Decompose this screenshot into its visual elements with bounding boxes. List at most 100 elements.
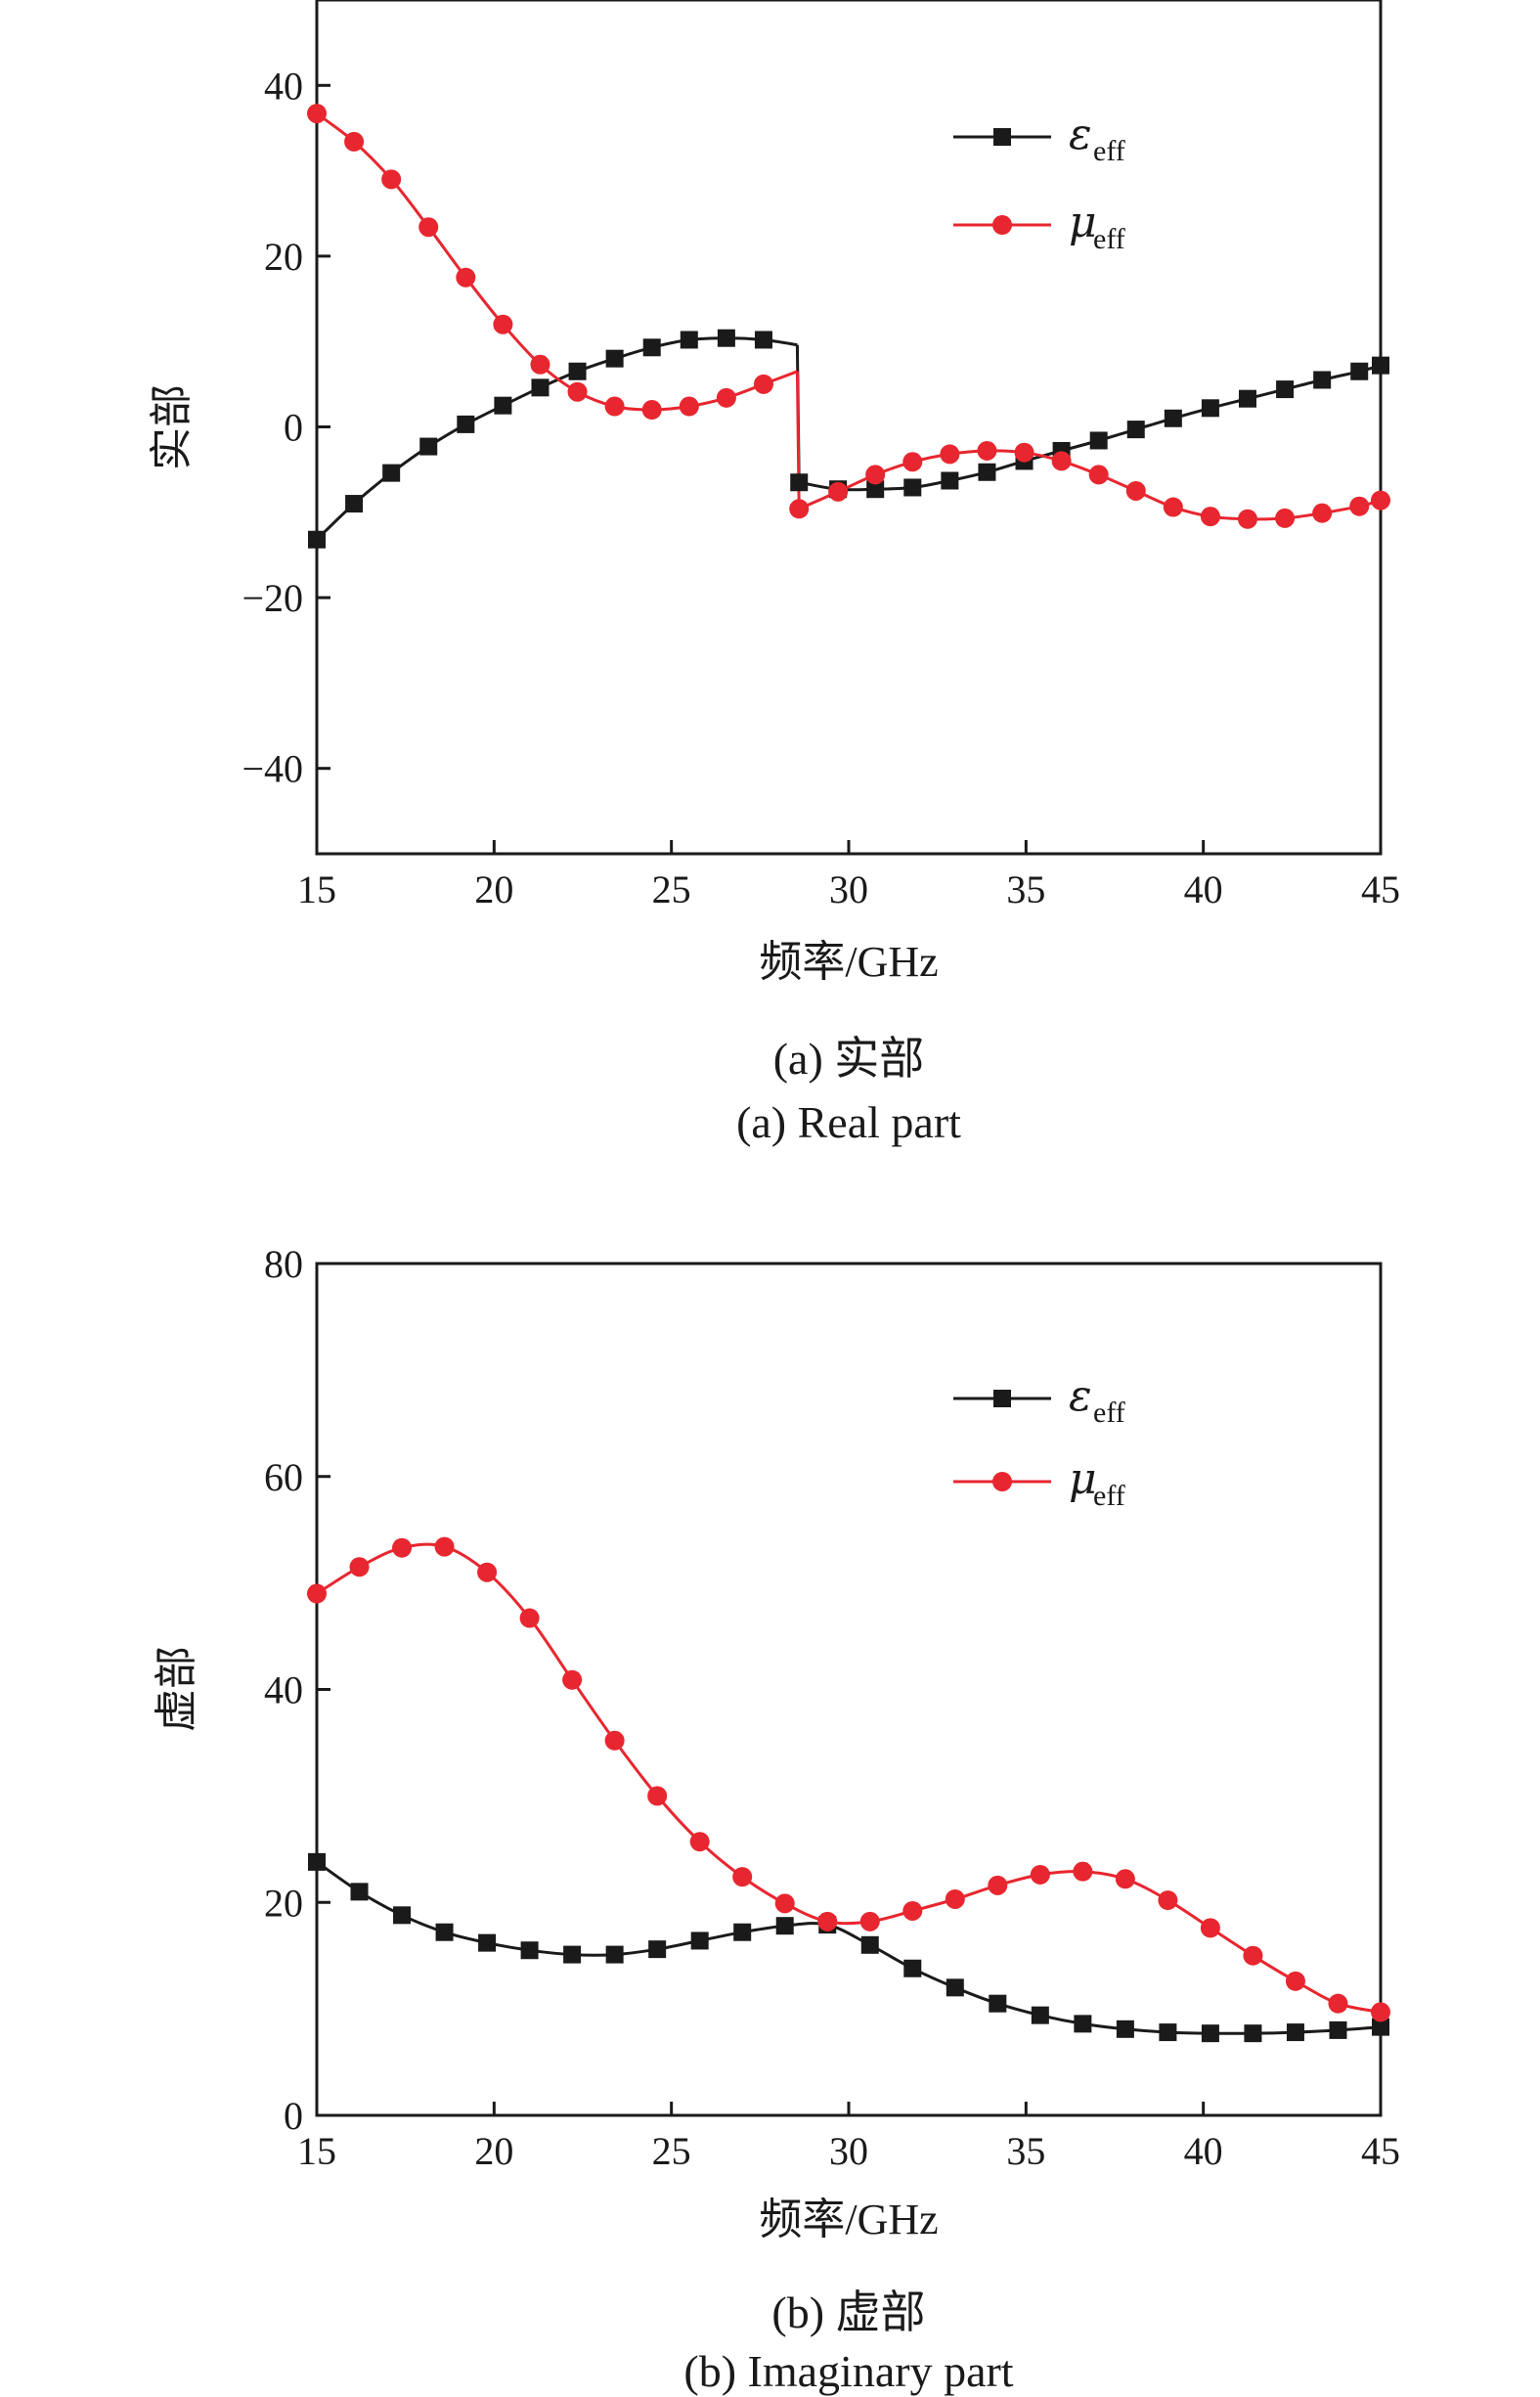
legend-marker: [993, 1390, 1011, 1407]
series-line-mu: [316, 111, 798, 412]
y-tick-label: 0: [284, 2094, 303, 2138]
data-point-epsilon: [717, 329, 735, 347]
data-point-epsilon: [1313, 371, 1332, 389]
x-tick-label: 20: [474, 2129, 513, 2173]
plot-frame: [315, 1262, 1383, 2117]
x-tick-label: 25: [652, 2129, 691, 2173]
data-point-epsilon: [1031, 2006, 1049, 2024]
data-point-epsilon: [1116, 2020, 1134, 2038]
y-tick-label: 0: [284, 406, 303, 450]
legend-subscript: eff: [1093, 223, 1125, 255]
data-point-mu: [1163, 497, 1183, 517]
data-point-epsilon: [866, 480, 885, 499]
data-point-mu: [381, 169, 402, 190]
series-line-epsilon: [315, 336, 798, 541]
data-point-epsilon: [1164, 409, 1182, 427]
data-point-mu: [1115, 1869, 1135, 1889]
data-point-epsilon: [680, 331, 698, 349]
data-point-mu: [789, 499, 810, 519]
data-point-mu: [1051, 451, 1072, 471]
legend-label: ε: [1069, 1371, 1092, 1421]
axis-ticks: 15 20 25 30 35 40 45 −40 −20 0 20 40: [242, 64, 1400, 911]
data-point-epsilon: [350, 1883, 369, 1901]
data-point-mu: [1014, 442, 1034, 463]
data-point-epsilon: [754, 331, 772, 349]
data-point-mu: [1275, 508, 1296, 528]
data-point-mu: [1285, 1971, 1305, 1991]
data-point-mu: [902, 452, 923, 472]
data-point-epsilon: [1201, 399, 1219, 418]
y-tick-label: 60: [264, 1455, 303, 1499]
data-point-mu: [716, 387, 736, 408]
data-point-epsilon: [903, 1959, 922, 1977]
data-point-mu: [604, 396, 625, 417]
legend-marker: [992, 1472, 1012, 1491]
y-tick-label: 40: [264, 64, 303, 108]
data-point-epsilon: [1089, 431, 1108, 450]
data-point-mu: [641, 400, 662, 421]
data-point-epsilon: [457, 415, 475, 433]
data-point-epsilon: [690, 1931, 709, 1950]
data-point-epsilon: [1372, 2018, 1389, 2036]
y-tick-label: 20: [264, 235, 303, 279]
y-tick-label: −40: [242, 747, 303, 791]
caption-cn: (a) 实部: [773, 1034, 925, 1084]
data-point-mu: [1328, 1993, 1348, 2014]
data-point-mu: [732, 1867, 753, 1887]
plot-frame: [315, 0, 1383, 856]
x-tick-label: 25: [652, 867, 691, 911]
legend-marker: [993, 128, 1011, 146]
legend-subscript: eff: [1093, 135, 1125, 167]
x-tick-label: 45: [1361, 2129, 1400, 2173]
data-point-epsilon: [642, 338, 661, 357]
y-tick-label: −20: [242, 576, 303, 620]
y-axis-title: 虚部: [153, 1646, 200, 1732]
data-point-epsilon: [478, 1933, 497, 1952]
data-point-epsilon: [1286, 2023, 1304, 2042]
legend-label: μ: [1069, 1454, 1097, 1504]
data-point-epsilon: [1159, 2023, 1177, 2042]
series-line-epsilon: [316, 1860, 1382, 2035]
data-point-epsilon: [941, 471, 959, 490]
data-point-mu: [477, 1562, 498, 1582]
data-point-mu: [828, 481, 849, 502]
x-tick-label: 30: [829, 867, 868, 911]
data-point-mu: [1371, 2002, 1390, 2022]
data-point-mu: [774, 1893, 795, 1914]
data-point-epsilon: [775, 1917, 794, 1935]
y-tick-label: 80: [264, 1242, 303, 1286]
x-tick-label: 20: [474, 867, 513, 911]
data-point-mu: [493, 314, 513, 334]
data-point-epsilon: [1350, 362, 1369, 380]
data-point-epsilon: [308, 1852, 326, 1871]
data-point-mu: [940, 444, 960, 465]
data-point-epsilon: [345, 495, 364, 513]
data-point-mu: [817, 1911, 838, 1931]
data-point-mu: [1088, 465, 1109, 485]
x-tick-label: 45: [1361, 867, 1400, 911]
data-point-mu: [1371, 490, 1390, 510]
data-point-epsilon: [531, 378, 550, 397]
data-point-mu: [349, 1557, 370, 1577]
data-point-epsilon: [946, 1978, 964, 1997]
data-point-mu: [456, 267, 476, 288]
data-point-epsilon: [989, 1994, 1007, 2013]
x-tick-label: 35: [1006, 867, 1045, 911]
caption-cn: (b) 虚部: [771, 2287, 925, 2337]
data-point-mu: [647, 1786, 668, 1806]
legend-marker: [992, 215, 1012, 235]
x-tick-label: 30: [829, 2129, 868, 2173]
axis-ticks: 15 20 25 30 35 40 45 0 20 40 60 80: [264, 1242, 1400, 2173]
x-axis-title: 频率/GHz: [759, 2196, 938, 2243]
data-point-epsilon: [1244, 2024, 1262, 2043]
data-point-mu: [753, 374, 773, 394]
data-point-epsilon: [648, 1940, 667, 1959]
data-point-mu: [1243, 1945, 1263, 1966]
data-point-mu: [988, 1875, 1008, 1895]
data-point-mu: [604, 1730, 625, 1751]
data-point-epsilon: [605, 1945, 624, 1964]
data-point-mu: [1158, 1890, 1178, 1911]
data-point-mu: [902, 1900, 923, 1921]
y-tick-label: 20: [264, 1881, 303, 1925]
